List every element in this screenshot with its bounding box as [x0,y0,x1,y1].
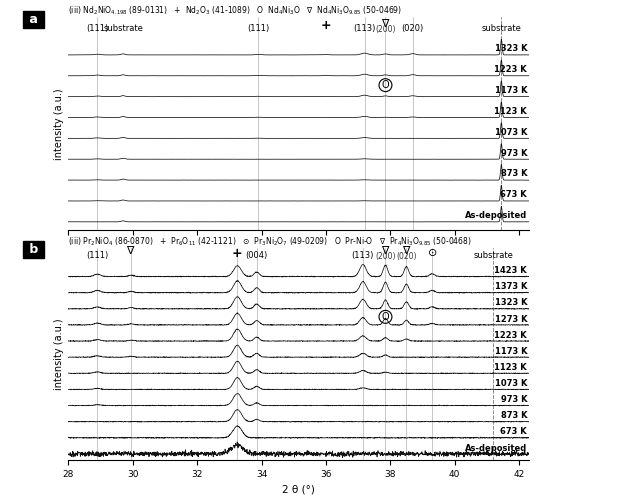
Text: a: a [25,13,42,26]
Text: substrate: substrate [473,250,513,259]
Text: (113): (113) [352,250,374,259]
Text: (iii) Pr$_2$NiO$_4$ (86-0870)   +  Pr$_6$O$_{11}$ (42-1121)   $\odot$  Pr$_3$Ni$: (iii) Pr$_2$NiO$_4$ (86-0870) + Pr$_6$O$… [68,235,472,248]
Text: substrate: substrate [481,24,521,33]
Text: +: + [232,247,243,259]
Text: 1373 K: 1373 K [494,282,527,292]
Text: 1273 K: 1273 K [494,315,527,324]
Text: (200): (200) [375,252,396,261]
Text: (200): (200) [375,25,396,34]
Text: 973 K: 973 K [501,148,527,157]
Text: 1223 K: 1223 K [494,65,527,74]
Text: 873 K: 873 K [501,411,527,420]
Text: (113): (113) [353,24,376,33]
Text: 873 K: 873 K [501,169,527,178]
Text: 1073 K: 1073 K [494,379,527,388]
Text: 973 K: 973 K [501,395,527,404]
X-axis label: 2 θ (°): 2 θ (°) [282,485,315,495]
Text: 1123 K: 1123 K [494,107,527,116]
Text: As-deposited: As-deposited [465,211,527,220]
Text: (004): (004) [246,250,268,259]
Text: $\nabla$: $\nabla$ [381,18,390,30]
Text: 1073 K: 1073 K [494,128,527,137]
Text: (111): (111) [86,24,108,33]
Text: (020): (020) [402,24,424,33]
Text: 1173 K: 1173 K [494,347,527,356]
Text: $\nabla$: $\nabla$ [381,245,390,256]
Text: 1123 K: 1123 K [494,363,527,372]
Text: O: O [382,80,389,90]
Y-axis label: intensity (a.u.): intensity (a.u.) [54,88,64,159]
Text: (iii) Nd$_2$NiO$_{4.198}$ (89-0131)   +  Nd$_2$O$_3$ (41-1089)   O  Nd$_4$Ni$_3$: (iii) Nd$_2$NiO$_{4.198}$ (89-0131) + Nd… [68,5,402,17]
Text: +: + [320,19,332,32]
Text: $\nabla$: $\nabla$ [402,245,411,256]
Text: As-deposited: As-deposited [465,444,527,452]
Text: $\nabla$: $\nabla$ [126,245,136,256]
Text: 1423 K: 1423 K [494,266,527,275]
Text: 1173 K: 1173 K [494,86,527,95]
Text: substrate: substrate [103,24,143,33]
Text: (111): (111) [86,250,108,259]
Y-axis label: intensity (a.u.): intensity (a.u.) [54,318,64,390]
Text: 1223 K: 1223 K [494,331,527,340]
Text: $\odot$: $\odot$ [427,248,437,258]
Text: 673 K: 673 K [501,190,527,199]
Text: b: b [25,243,42,256]
Text: O: O [382,312,389,322]
Text: (020): (020) [396,252,417,261]
Text: 1323 K: 1323 K [494,298,527,307]
Text: (111): (111) [247,24,269,33]
Text: 1323 K: 1323 K [494,44,527,53]
Text: 673 K: 673 K [501,428,527,437]
